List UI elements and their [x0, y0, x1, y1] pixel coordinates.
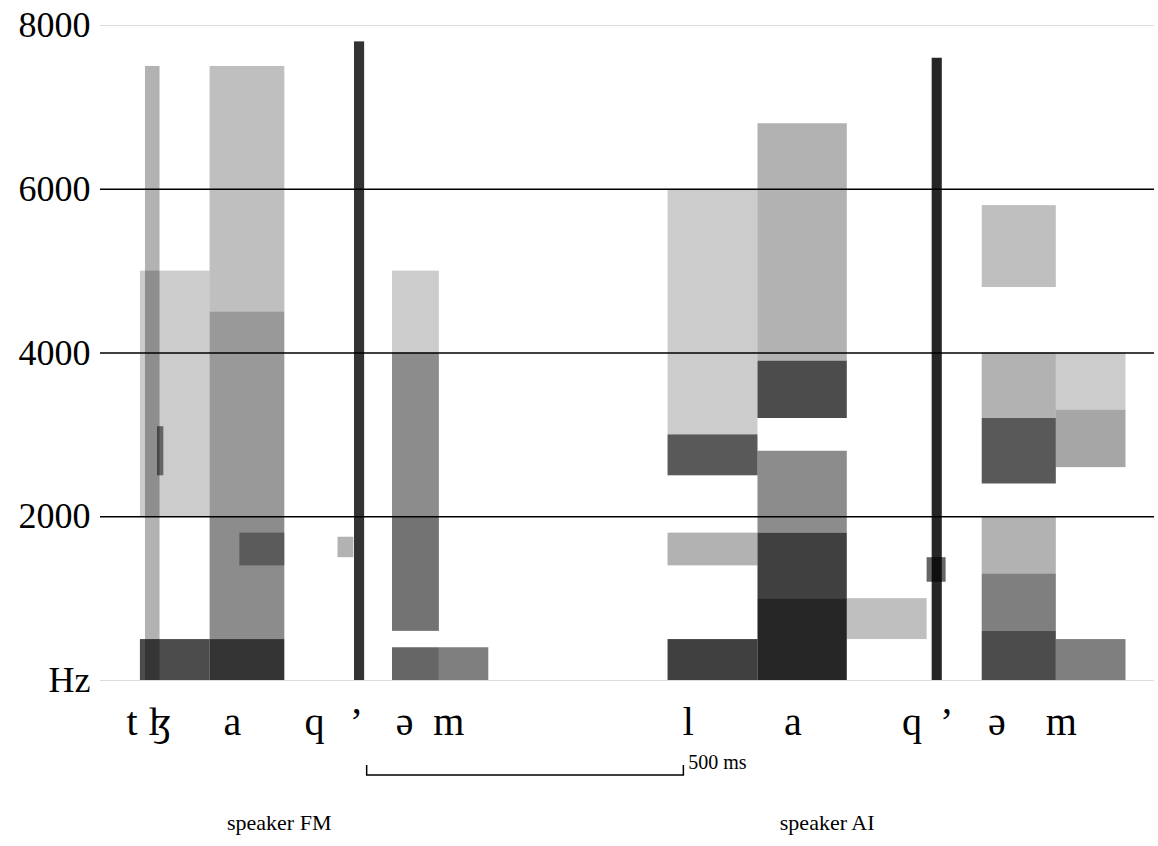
svg-text:m: m — [433, 699, 464, 744]
svg-text:speaker FM: speaker FM — [227, 810, 331, 835]
svg-text:2000: 2000 — [19, 496, 91, 536]
svg-text:’: ’ — [940, 699, 953, 744]
svg-text:’: ’ — [350, 699, 363, 744]
svg-text:a: a — [784, 699, 802, 744]
svg-text:ə: ə — [396, 699, 414, 744]
svg-text:speaker AI: speaker AI — [780, 810, 875, 835]
svg-text:ɮ: ɮ — [148, 699, 171, 744]
svg-text:500 ms: 500 ms — [688, 751, 747, 773]
svg-text:t: t — [127, 699, 138, 744]
svg-text:8000: 8000 — [19, 5, 91, 45]
svg-text:q: q — [902, 699, 922, 744]
svg-text:ə: ə — [988, 699, 1006, 744]
svg-text:l: l — [683, 699, 694, 744]
svg-text:4000: 4000 — [19, 333, 91, 373]
svg-text:m: m — [1046, 699, 1077, 744]
svg-text:6000: 6000 — [19, 169, 91, 209]
svg-text:a: a — [223, 699, 241, 744]
svg-text:Hz: Hz — [49, 660, 91, 700]
svg-text:q: q — [305, 699, 325, 744]
